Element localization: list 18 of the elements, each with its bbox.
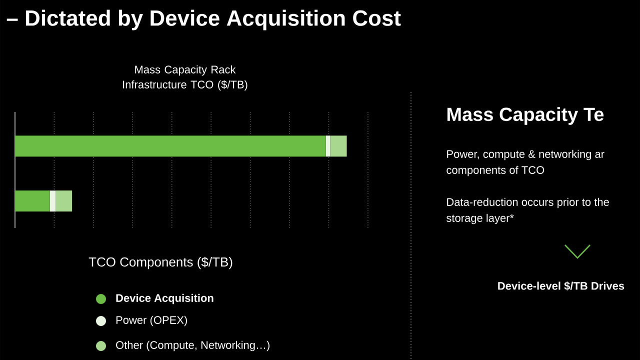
chart-title: Mass Capacity Rack Infrastructure TCO ($/TB)	[123, 65, 248, 90]
text: Power, compute & networking ar	[447, 150, 604, 160]
legend-label: Device Acquisition	[116, 294, 214, 304]
text: Data-reduction occurs prior to the	[447, 198, 609, 208]
legend-label: Power (OPEX)	[116, 316, 187, 326]
bar	[330, 135, 347, 156]
bar	[326, 135, 330, 156]
bar	[15, 135, 326, 156]
text: – Dictated by Device Acquisition Cost	[6, 10, 401, 30]
bar	[50, 190, 56, 212]
bar	[15, 190, 50, 212]
text: Device-level $/TB Drives	[498, 281, 624, 290]
legend-title: TCO Components ($/TB)	[88, 256, 232, 269]
text: components of TCO	[446, 166, 544, 176]
text: storage layer*	[446, 214, 514, 224]
bar	[56, 190, 72, 212]
text: Mass Capacity Te	[447, 106, 604, 125]
legend-label: Other (Compute, Networking…)	[116, 340, 270, 351]
